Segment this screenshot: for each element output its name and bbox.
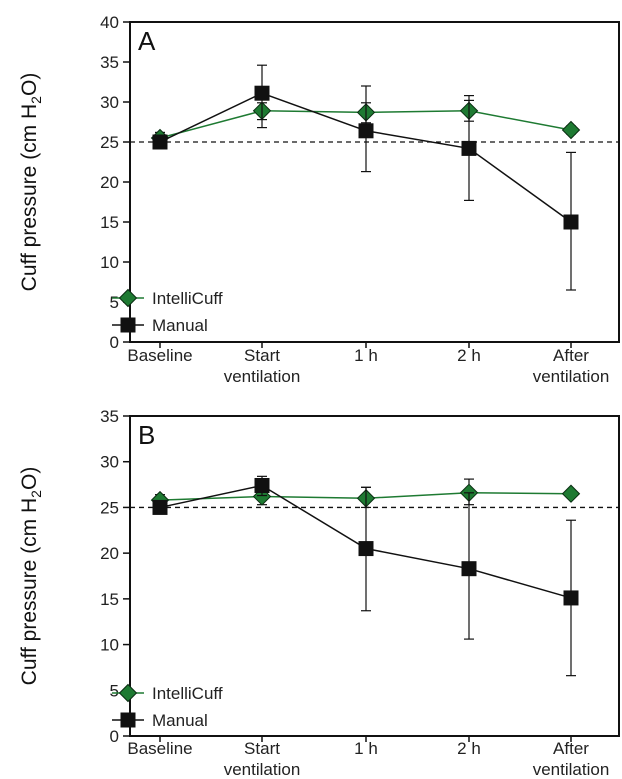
series-manual (152, 475, 579, 677)
y-tick-label: 35 (100, 53, 119, 72)
legend-label: Manual (152, 711, 208, 730)
x-category-label: Baseline (127, 346, 192, 365)
plot-frame (129, 415, 620, 737)
y-tick-label: 25 (100, 133, 119, 152)
y-axis-title-subscript: 2 (28, 96, 44, 104)
y-tick-label: 30 (100, 453, 119, 472)
y-axis-title-end: O) (18, 73, 41, 96)
data-point-diamond (561, 484, 581, 503)
data-point-square (563, 590, 579, 606)
chart-panel-a: 0 5 10 15 20 25 30 35 40 Baseline Start ventilation… (18, 13, 620, 386)
y-axis-title: Cuff pressure (cm H2O) (18, 73, 44, 292)
x-category-label: 2 h (457, 739, 481, 758)
x-category-label: 2 h (457, 346, 481, 365)
legend: IntelliCuff Manual (112, 683, 223, 730)
panel-letter: A (138, 26, 156, 56)
legend-label: Manual (152, 316, 208, 335)
x-category-label: Start (244, 346, 280, 365)
x-category-label: Start (244, 739, 280, 758)
legend-label: IntelliCuff (152, 684, 223, 703)
data-point-square (563, 214, 579, 230)
panel-letter: B (138, 420, 155, 450)
data-point-square (152, 134, 168, 150)
legend-marker-square (120, 712, 136, 728)
data-point-square (358, 541, 374, 557)
y-axis-title-subscript: 2 (28, 490, 44, 498)
y-axis-title-end: O) (18, 467, 41, 490)
y-tick-label: 15 (100, 590, 119, 609)
legend-marker-square (120, 317, 136, 333)
data-point-square (358, 123, 374, 139)
data-point-diamond (561, 120, 581, 140)
y-tick-label: 30 (100, 93, 119, 112)
y-tick-label: 0 (110, 333, 119, 352)
y-tick-label: 40 (100, 13, 119, 32)
x-category-label: ventilation (224, 367, 301, 386)
y-tick-label: 15 (100, 213, 119, 232)
x-category-label: ventilation (224, 760, 301, 779)
legend: IntelliCuff Manual (112, 288, 223, 335)
y-axis-title: Cuff pressure (cm H2O) (18, 467, 44, 686)
x-category-label: After (553, 739, 589, 758)
y-tick-label: 20 (100, 544, 119, 563)
y-tick-label: 10 (100, 636, 119, 655)
y-tick-label: 5 (110, 293, 119, 312)
legend-marker-diamond (118, 288, 138, 308)
data-point-square (254, 85, 270, 101)
data-point-square (461, 561, 477, 577)
x-category-label: ventilation (533, 760, 610, 779)
y-tick-label: 25 (100, 498, 119, 517)
x-category-label: Baseline (127, 739, 192, 758)
data-point-square (152, 499, 168, 515)
x-category-label: ventilation (533, 367, 610, 386)
y-axis-title-main: Cuff pressure (cm H (18, 498, 41, 686)
series-manual (152, 64, 579, 291)
y-tick-label: 5 (110, 681, 119, 700)
y-tick-label: 10 (100, 253, 119, 272)
legend-label: IntelliCuff (152, 289, 223, 308)
y-tick-label: 0 (110, 727, 119, 746)
data-point-square (461, 140, 477, 156)
data-point-square (254, 477, 270, 493)
y-axis-title-main: Cuff pressure (cm H (18, 104, 41, 292)
y-tick-label: 35 (100, 407, 119, 426)
x-category-label: After (553, 346, 589, 365)
chart-panel-b: 0 5 10 15 20 25 30 35 Baseline Start ventilation 1 … (18, 407, 620, 779)
x-category-label: 1 h (354, 346, 378, 365)
y-tick-label: 20 (100, 173, 119, 192)
legend-marker-diamond (118, 683, 138, 703)
x-category-label: 1 h (354, 739, 378, 758)
